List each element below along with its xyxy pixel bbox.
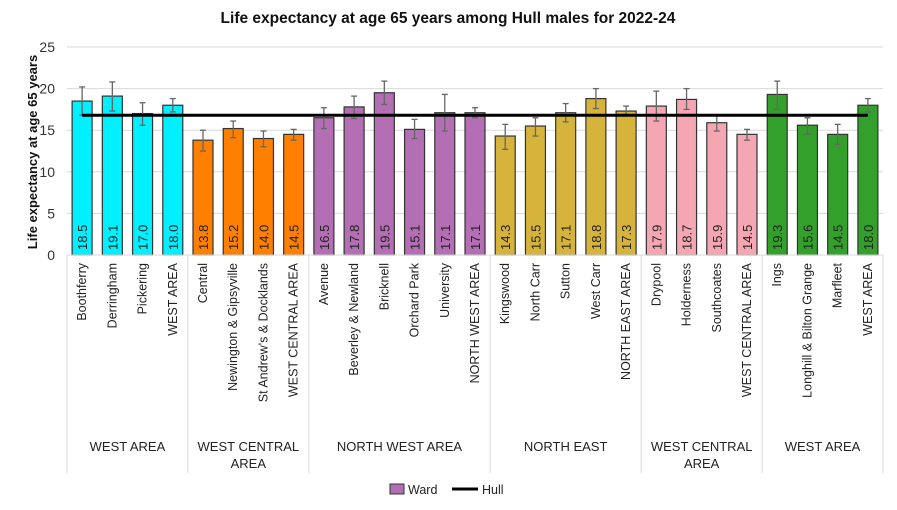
data-label: 18.5 <box>75 225 90 250</box>
data-label: 17.1 <box>559 225 574 250</box>
group-label: WEST AREA <box>785 439 861 454</box>
data-label: 18.0 <box>861 225 876 250</box>
data-label: 19.5 <box>377 225 392 250</box>
category-label: Derringham <box>105 263 119 328</box>
data-label: 15.1 <box>408 225 423 250</box>
category-label: Orchard Park <box>408 262 422 337</box>
category-label: Southcoates <box>710 263 724 333</box>
y-tick-label: 25 <box>39 39 55 55</box>
category-label: University <box>438 262 452 318</box>
category-label: Bricknell <box>377 263 391 310</box>
data-label: 15.5 <box>528 225 543 250</box>
category-label: Drypool <box>649 263 663 306</box>
data-label: 19.1 <box>105 225 120 250</box>
category-label: Central <box>196 263 210 303</box>
data-label: 17.9 <box>649 225 664 250</box>
category-label: Newington & Gipsyville <box>226 263 240 391</box>
data-label: 15.2 <box>226 225 241 250</box>
data-label: 14.5 <box>740 225 755 250</box>
data-label: 14.5 <box>831 225 846 250</box>
data-label: 19.3 <box>770 225 785 250</box>
data-label: 17.1 <box>438 225 453 250</box>
category-label: Ings <box>770 263 784 287</box>
category-label: Holderness <box>680 263 694 326</box>
category-label: Boothferry <box>75 262 89 320</box>
data-label: 16.5 <box>317 225 332 250</box>
category-label: WEST AREA <box>861 262 875 335</box>
category-label: Avenue <box>317 263 331 305</box>
y-tick-label: 0 <box>47 247 55 263</box>
data-label: 17.8 <box>347 225 362 250</box>
legend-hull-label: Hull <box>482 483 504 497</box>
legend-ward-label: Ward <box>408 483 437 497</box>
data-label: 14.5 <box>287 225 302 250</box>
data-label: 17.1 <box>468 225 483 250</box>
category-label: Longhill & Bilton Grange <box>800 263 814 398</box>
group-label: WEST CENTRAL <box>651 439 753 454</box>
data-label: 17.0 <box>136 225 151 250</box>
category-label: WEST CENTRAL AREA <box>287 262 301 397</box>
y-tick-label: 15 <box>39 122 55 138</box>
legend-ward-swatch <box>389 483 405 495</box>
data-label: 15.6 <box>800 225 815 250</box>
data-label: 15.9 <box>710 225 725 250</box>
data-label: 17.3 <box>619 225 634 250</box>
group-label: AREA <box>684 456 720 471</box>
data-label: 18.8 <box>589 225 604 250</box>
y-axis-title: Life expectancy at age 65 years <box>25 55 40 249</box>
category-label: North Carr <box>528 263 542 321</box>
category-label: NORTH EAST AREA <box>619 262 633 380</box>
category-label: St Andrew's & Docklands <box>256 263 270 402</box>
data-label: 14.0 <box>256 225 271 250</box>
legend: Ward Hull <box>389 483 504 497</box>
group-label: AREA <box>231 456 267 471</box>
category-label: WEST CENTRAL AREA <box>740 262 754 397</box>
category-label: Pickering <box>136 263 150 314</box>
category-label: Sutton <box>559 263 573 299</box>
category-label: West Carr <box>589 263 603 319</box>
group-label: NORTH WEST AREA <box>337 439 463 454</box>
y-tick-label: 20 <box>39 81 55 97</box>
category-label: WEST AREA <box>166 262 180 335</box>
data-label: 13.8 <box>196 225 211 250</box>
data-label: 18.0 <box>166 225 181 250</box>
group-label: WEST AREA <box>90 439 166 454</box>
y-tick-label: 10 <box>39 164 55 180</box>
data-label: 18.7 <box>680 225 695 250</box>
group-label: WEST CENTRAL <box>198 439 300 454</box>
category-label: Beverley & Newland <box>347 263 361 376</box>
y-tick-label: 5 <box>47 205 55 221</box>
category-label: NORTH WEST AREA <box>468 262 482 383</box>
chart-title: Life expectancy at age 65 years among Hu… <box>221 10 676 27</box>
category-label: Kingswood <box>498 263 512 324</box>
group-label: NORTH EAST <box>524 439 608 454</box>
category-label: Marfleet <box>831 262 845 308</box>
data-label: 14.3 <box>498 225 513 250</box>
